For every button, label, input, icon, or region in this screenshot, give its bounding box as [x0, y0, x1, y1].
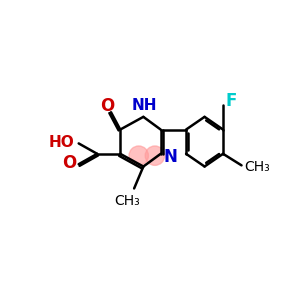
Text: O: O — [62, 154, 76, 172]
Text: HO: HO — [49, 135, 75, 150]
Circle shape — [145, 146, 165, 165]
Text: NH: NH — [132, 98, 157, 113]
Text: O: O — [100, 97, 115, 115]
Text: F: F — [225, 92, 237, 110]
Text: CH₃: CH₃ — [244, 160, 270, 173]
Text: CH₃: CH₃ — [114, 194, 140, 208]
Text: N: N — [164, 148, 177, 166]
Circle shape — [129, 146, 148, 165]
